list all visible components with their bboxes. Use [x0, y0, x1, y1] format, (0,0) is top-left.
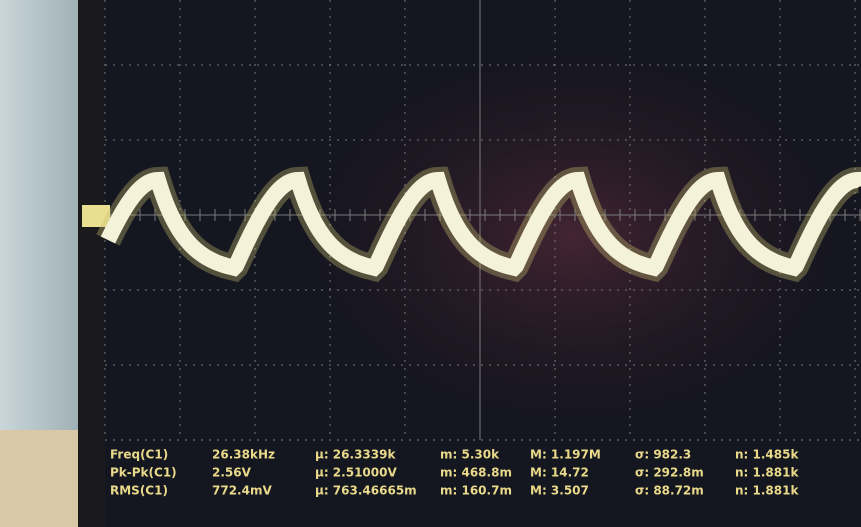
measure-value: μ: 763.46665m	[315, 484, 417, 498]
measure-value: M: 3.507	[530, 484, 589, 498]
measure-value: n: 1.485k	[735, 448, 799, 462]
measure-value: m: 160.7m	[440, 484, 512, 498]
measure-value: σ: 982.3	[635, 448, 691, 462]
measure-value: n: 1.881k	[735, 466, 799, 480]
measure-value: n: 1.881k	[735, 484, 799, 498]
measure-label: Pk-Pk(C1)	[110, 466, 177, 480]
measure-value: μ: 26.3339k	[315, 448, 396, 462]
measure-value: μ: 2.51000V	[315, 466, 397, 480]
measure-value: M: 1.197M	[530, 448, 601, 462]
measure-label: Freq(C1)	[110, 448, 168, 462]
measure-value: m: 5.30k	[440, 448, 500, 462]
measure-label: RMS(C1)	[110, 484, 168, 498]
measure-value: M: 14.72	[530, 466, 589, 480]
bezel	[78, 0, 108, 527]
measure-value: 26.38kHz	[212, 448, 275, 462]
measure-value: σ: 292.8m	[635, 466, 704, 480]
oscilloscope-photo: Freq(C1) 26.38kHz μ: 26.3339k m: 5.30k M: 1.…	[0, 0, 861, 527]
measure-value: σ: 88.72m	[635, 484, 704, 498]
measure-value: 772.4mV	[212, 484, 272, 498]
measure-value: 2.56V	[212, 466, 252, 480]
wall-light	[0, 430, 80, 527]
measure-value: m: 468.8m	[440, 466, 512, 480]
